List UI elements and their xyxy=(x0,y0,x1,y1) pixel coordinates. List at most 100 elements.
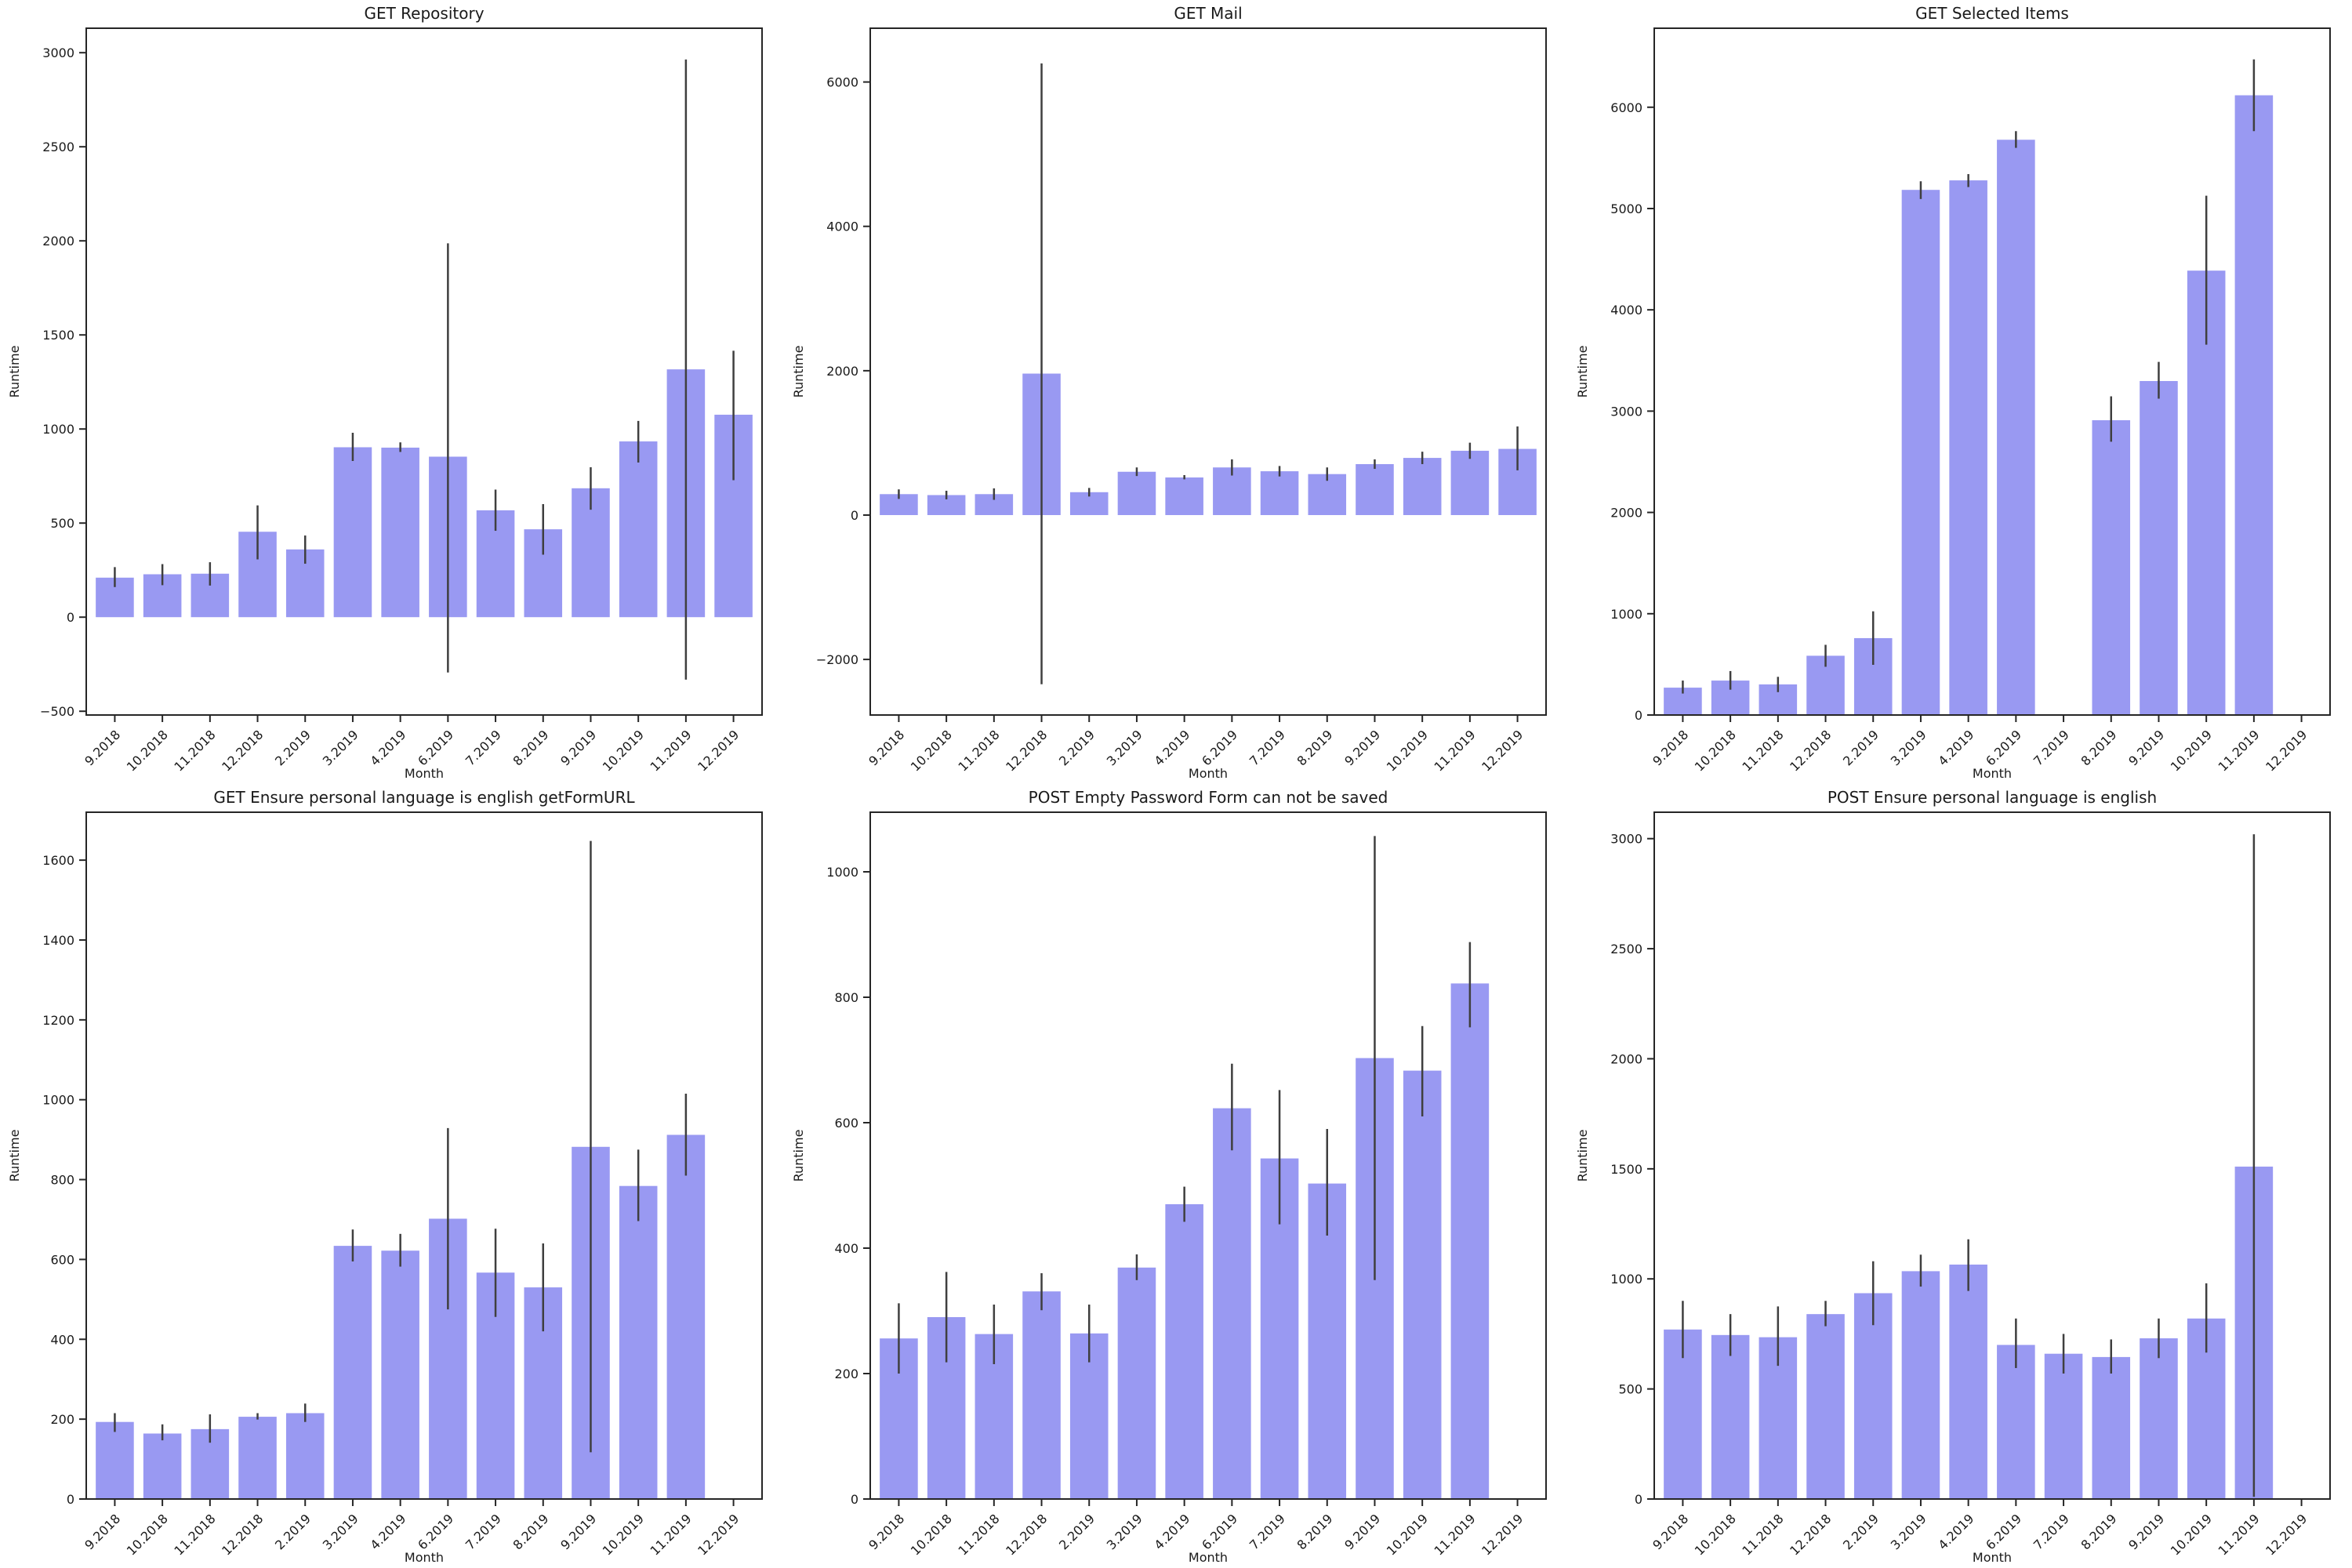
subplot-get-ensure-personal-language-getformurl: 0 200 400 600 800 1000 1200 1400 1600 9.2018 10.20… xyxy=(0,784,784,1568)
chart-title: GET Mail xyxy=(1174,4,1242,23)
x-tick-label: 9.2019 xyxy=(2125,1511,2167,1552)
bar xyxy=(619,1185,658,1499)
y-tick-label: 3000 xyxy=(1610,832,1642,847)
bar xyxy=(285,1413,325,1499)
x-tick-label: 11.2018 xyxy=(1739,727,1786,774)
bar xyxy=(333,447,372,618)
y-tick-label: 400 xyxy=(834,1241,858,1256)
x-tick-label: 3.2019 xyxy=(1888,1511,1929,1552)
x-tick-label: 10.2018 xyxy=(124,727,171,774)
bar xyxy=(2044,1353,2083,1499)
x-tick-label: 2.2019 xyxy=(1840,1511,1882,1552)
chart-title: POST Ensure personal language is english xyxy=(1828,788,2157,807)
x-tick-label: 3.2019 xyxy=(1888,727,1929,768)
y-tick-label: 500 xyxy=(50,516,74,531)
y-tick-label: 200 xyxy=(834,1367,858,1381)
x-tick-label: 8.2019 xyxy=(2078,1511,2120,1552)
x-tick-label: 6.2019 xyxy=(1199,1511,1240,1552)
bar xyxy=(1117,1267,1156,1499)
y-tick-label: 0 xyxy=(1635,1492,1642,1507)
x-tick-label: 11.2019 xyxy=(647,1511,694,1558)
x-tick-label: 11.2019 xyxy=(2215,727,2262,774)
bar xyxy=(572,488,610,618)
x-axis-label: Month xyxy=(1973,1550,2012,1565)
y-tick-label: 1500 xyxy=(42,328,74,343)
bar xyxy=(381,1250,419,1499)
x-tick-label: 9.2018 xyxy=(82,727,123,768)
x-tick-label: 10.2018 xyxy=(1692,1511,1739,1558)
axes-frame xyxy=(1653,27,2331,716)
y-axis-label: Runtime xyxy=(791,1130,806,1182)
x-tick-label: 9.2018 xyxy=(1650,727,1691,768)
x-tick-label: 12.2019 xyxy=(2263,727,2310,774)
x-tick-label: 11.2019 xyxy=(1431,727,1478,774)
chart-title: GET Selected Items xyxy=(1915,4,2069,23)
subplot-get-repository: −500 0 500 1000 1500 2000 2500 3000 9.2018 10.201… xyxy=(0,0,784,784)
bar xyxy=(1997,1345,2035,1499)
y-tick-label: 2000 xyxy=(826,364,858,379)
x-tick-label: 4.2019 xyxy=(367,727,408,768)
x-tick-label: 6.2019 xyxy=(415,727,456,768)
x-tick-label: 12.2019 xyxy=(1479,1511,1526,1558)
x-tick-label: 4.2019 xyxy=(1151,1511,1192,1552)
bar xyxy=(1403,1070,1442,1499)
bar xyxy=(1308,474,1347,515)
y-tick-label: 6000 xyxy=(1610,100,1642,115)
x-axis-label: Month xyxy=(1189,766,1228,781)
y-tick-label: 4000 xyxy=(1610,303,1642,318)
bar xyxy=(381,447,419,618)
x-tick-label: 10.2019 xyxy=(1384,1511,1431,1558)
bar xyxy=(2187,270,2226,715)
x-tick-label: 9.2019 xyxy=(1341,1511,1383,1552)
x-tick-label: 12.2019 xyxy=(695,727,742,774)
plot-area xyxy=(86,812,762,1499)
x-tick-label: 6.2019 xyxy=(1983,727,2024,768)
y-tick-label: 3000 xyxy=(42,45,74,60)
bar xyxy=(1260,471,1299,515)
x-tick-label: 3.2019 xyxy=(320,727,361,768)
y-tick-label: 2500 xyxy=(1610,942,1642,956)
y-tick-label: 1000 xyxy=(1610,1272,1642,1287)
x-tick-label: 9.2018 xyxy=(1650,1511,1691,1552)
bar xyxy=(1213,1108,1251,1499)
bar xyxy=(619,441,658,618)
y-tick-label: 600 xyxy=(834,1116,858,1131)
plot-area xyxy=(870,28,1546,715)
bar xyxy=(238,1417,277,1499)
x-tick-label: 11.2019 xyxy=(647,727,694,774)
y-tick-label: 3000 xyxy=(1610,404,1642,419)
plot-area xyxy=(86,28,762,715)
y-axis-label: Runtime xyxy=(1575,346,1590,398)
plot-area xyxy=(1654,812,2330,1499)
y-tick-label: 0 xyxy=(851,1492,858,1507)
y-tick-label: 0 xyxy=(1635,708,1642,723)
x-tick-label: 11.2018 xyxy=(1739,1511,1786,1558)
bar xyxy=(1901,1271,1940,1499)
x-tick-label: 9.2019 xyxy=(1341,727,1383,768)
y-axis-label: Runtime xyxy=(7,346,22,398)
subplot-post-empty-password-form: 0 200 400 600 800 1000 9.2018 10.2018 11.2018 12.… xyxy=(784,784,1568,1568)
x-tick-label: 7.2019 xyxy=(463,1511,504,1552)
y-tick-label: 1600 xyxy=(42,853,74,868)
x-tick-label: 3.2019 xyxy=(1104,727,1145,768)
x-tick-label: 11.2019 xyxy=(1431,1511,1478,1558)
subplot-get-mail: −2000 0 2000 4000 6000 9.2018 10.2018 11.2018 12… xyxy=(784,0,1568,784)
chart-title: POST Empty Password Form can not be save… xyxy=(1029,788,1388,807)
x-tick-label: 6.2019 xyxy=(415,1511,456,1552)
x-tick-label: 11.2018 xyxy=(171,1511,218,1558)
x-tick-label: 6.2019 xyxy=(1199,727,1240,768)
y-axis-label: Runtime xyxy=(1575,1130,1590,1182)
bar xyxy=(2140,1338,2178,1499)
x-tick-label: 10.2018 xyxy=(908,1511,955,1558)
bar xyxy=(1806,1314,1845,1499)
y-tick-label: 1000 xyxy=(826,865,858,880)
x-tick-label: 4.2019 xyxy=(1151,727,1192,768)
x-tick-label: 6.2019 xyxy=(1983,1511,2024,1552)
x-tick-label: 8.2019 xyxy=(510,1511,552,1552)
chart-title: GET Ensure personal language is english … xyxy=(213,788,635,807)
subplot-get-selected-items: 0 1000 2000 3000 4000 5000 6000 9.2018 10.2018 11… xyxy=(1568,0,2352,784)
